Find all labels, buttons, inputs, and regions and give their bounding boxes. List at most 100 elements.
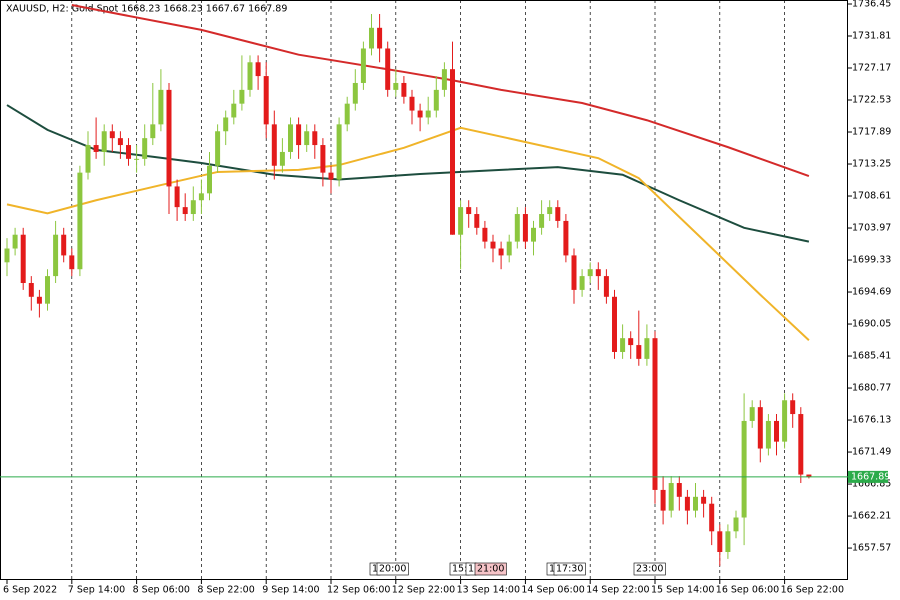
y-tick-label: 1727.17 <box>852 63 891 74</box>
y-tick-label: 1676.13 <box>852 415 891 426</box>
candle-body <box>555 207 561 221</box>
candle-body <box>134 158 140 160</box>
candle-body <box>207 165 212 194</box>
moving-average <box>6 126 810 341</box>
candle-body <box>603 276 609 297</box>
time-marker: 21:00 <box>477 564 504 575</box>
candle-body <box>328 172 334 180</box>
candle-body <box>393 82 399 90</box>
candle-body <box>401 82 407 97</box>
candle-body <box>547 207 553 215</box>
y-tick-label: 1680.77 <box>852 383 891 394</box>
candle-body <box>117 138 123 146</box>
x-tick-label: 8 Sep 22:00 <box>197 585 254 596</box>
candle-body <box>247 62 253 90</box>
candle-body <box>514 214 520 242</box>
x-tick-label: 9 Sep 14:00 <box>262 585 319 596</box>
y-tick-label: 1699.33 <box>852 255 891 266</box>
candle-body <box>150 124 156 139</box>
x-tick-label: 16 Sep 06:00 <box>716 585 779 596</box>
candle-body <box>344 103 350 125</box>
candle-body <box>433 89 439 111</box>
candle-body <box>352 82 358 104</box>
candle-body <box>709 503 715 532</box>
candle-body <box>506 241 512 256</box>
candle-body <box>409 96 415 111</box>
candle-body <box>158 89 164 125</box>
candle-body <box>255 62 261 77</box>
candle-body <box>417 110 423 118</box>
x-tick-label: 8 Sep 06:00 <box>133 585 190 596</box>
y-tick-label: 1703.97 <box>852 223 891 234</box>
candle-body <box>474 214 480 228</box>
candle-body <box>377 27 383 49</box>
candle-body <box>93 145 99 152</box>
candle-body <box>28 282 34 297</box>
x-tick-label: 12 Sep 06:00 <box>327 585 390 596</box>
candle-body <box>174 186 180 208</box>
candle-body <box>385 48 391 90</box>
candle-body <box>693 496 698 511</box>
candle-body <box>360 48 366 83</box>
candle-body <box>126 145 131 159</box>
x-tick-label: 6 Sep 2022 <box>3 585 57 596</box>
time-marker-box <box>474 562 507 576</box>
candle-body <box>215 131 221 166</box>
time-marker: 15: <box>452 564 467 575</box>
candle-body <box>312 131 318 146</box>
candle-body <box>652 338 658 490</box>
candle-body <box>20 234 26 283</box>
plot-frame <box>0 0 848 580</box>
candle-body <box>587 269 593 277</box>
candle-body <box>458 207 464 235</box>
y-tick-label: 1662.21 <box>852 511 891 522</box>
candle-body <box>223 117 229 132</box>
candle-body <box>684 496 690 511</box>
candle-body <box>320 145 326 173</box>
candle-body <box>490 241 496 249</box>
candle-body <box>782 400 788 442</box>
candle-body <box>36 296 42 304</box>
y-tick-label: 1731.81 <box>852 31 891 42</box>
candle-body <box>774 420 779 442</box>
candle-body <box>288 124 293 152</box>
x-tick-label: 12 Sep 22:00 <box>392 585 455 596</box>
x-tick-label: 14 Sep 22:00 <box>586 585 649 596</box>
candle-body <box>628 338 634 346</box>
candle-body <box>498 248 504 256</box>
chart-title: XAUUSD, H2: Gold Spot 1668.23 1668.23 16… <box>6 4 287 15</box>
candle-body <box>660 489 666 511</box>
candle-body <box>757 407 763 449</box>
y-tick-label: 1657.57 <box>852 543 891 554</box>
candle-body <box>142 138 148 159</box>
candle-body <box>369 27 374 49</box>
y-tick-label: 1713.25 <box>852 159 891 170</box>
candle-body <box>644 338 650 359</box>
candle-body <box>450 69 455 235</box>
time-marker: 20:00 <box>379 564 406 575</box>
candle-body <box>701 496 707 504</box>
y-tick-label: 1708.61 <box>852 191 891 202</box>
candle-body <box>790 400 796 415</box>
y-tick-label: 1666.85 <box>852 479 891 490</box>
candle-body <box>425 110 431 118</box>
x-tick-label: 16 Sep 22:00 <box>781 585 844 596</box>
candle-body <box>166 89 172 187</box>
x-tick-label: 13 Sep 14:00 <box>457 585 520 596</box>
candle-body <box>636 345 642 359</box>
candle-body <box>798 414 804 475</box>
candle-body <box>109 131 115 139</box>
candle-body <box>717 531 723 552</box>
candle-body <box>279 151 285 166</box>
y-tick-label: 1717.89 <box>852 127 891 138</box>
y-tick-label: 1690.05 <box>852 319 891 330</box>
candle-body <box>571 255 577 290</box>
candle-body <box>563 220 569 256</box>
candle-body <box>441 69 447 90</box>
candle-body <box>53 234 59 277</box>
candle-body <box>271 124 277 166</box>
candle-body <box>466 207 472 215</box>
candle-body <box>77 172 83 270</box>
candle-body <box>733 517 739 532</box>
